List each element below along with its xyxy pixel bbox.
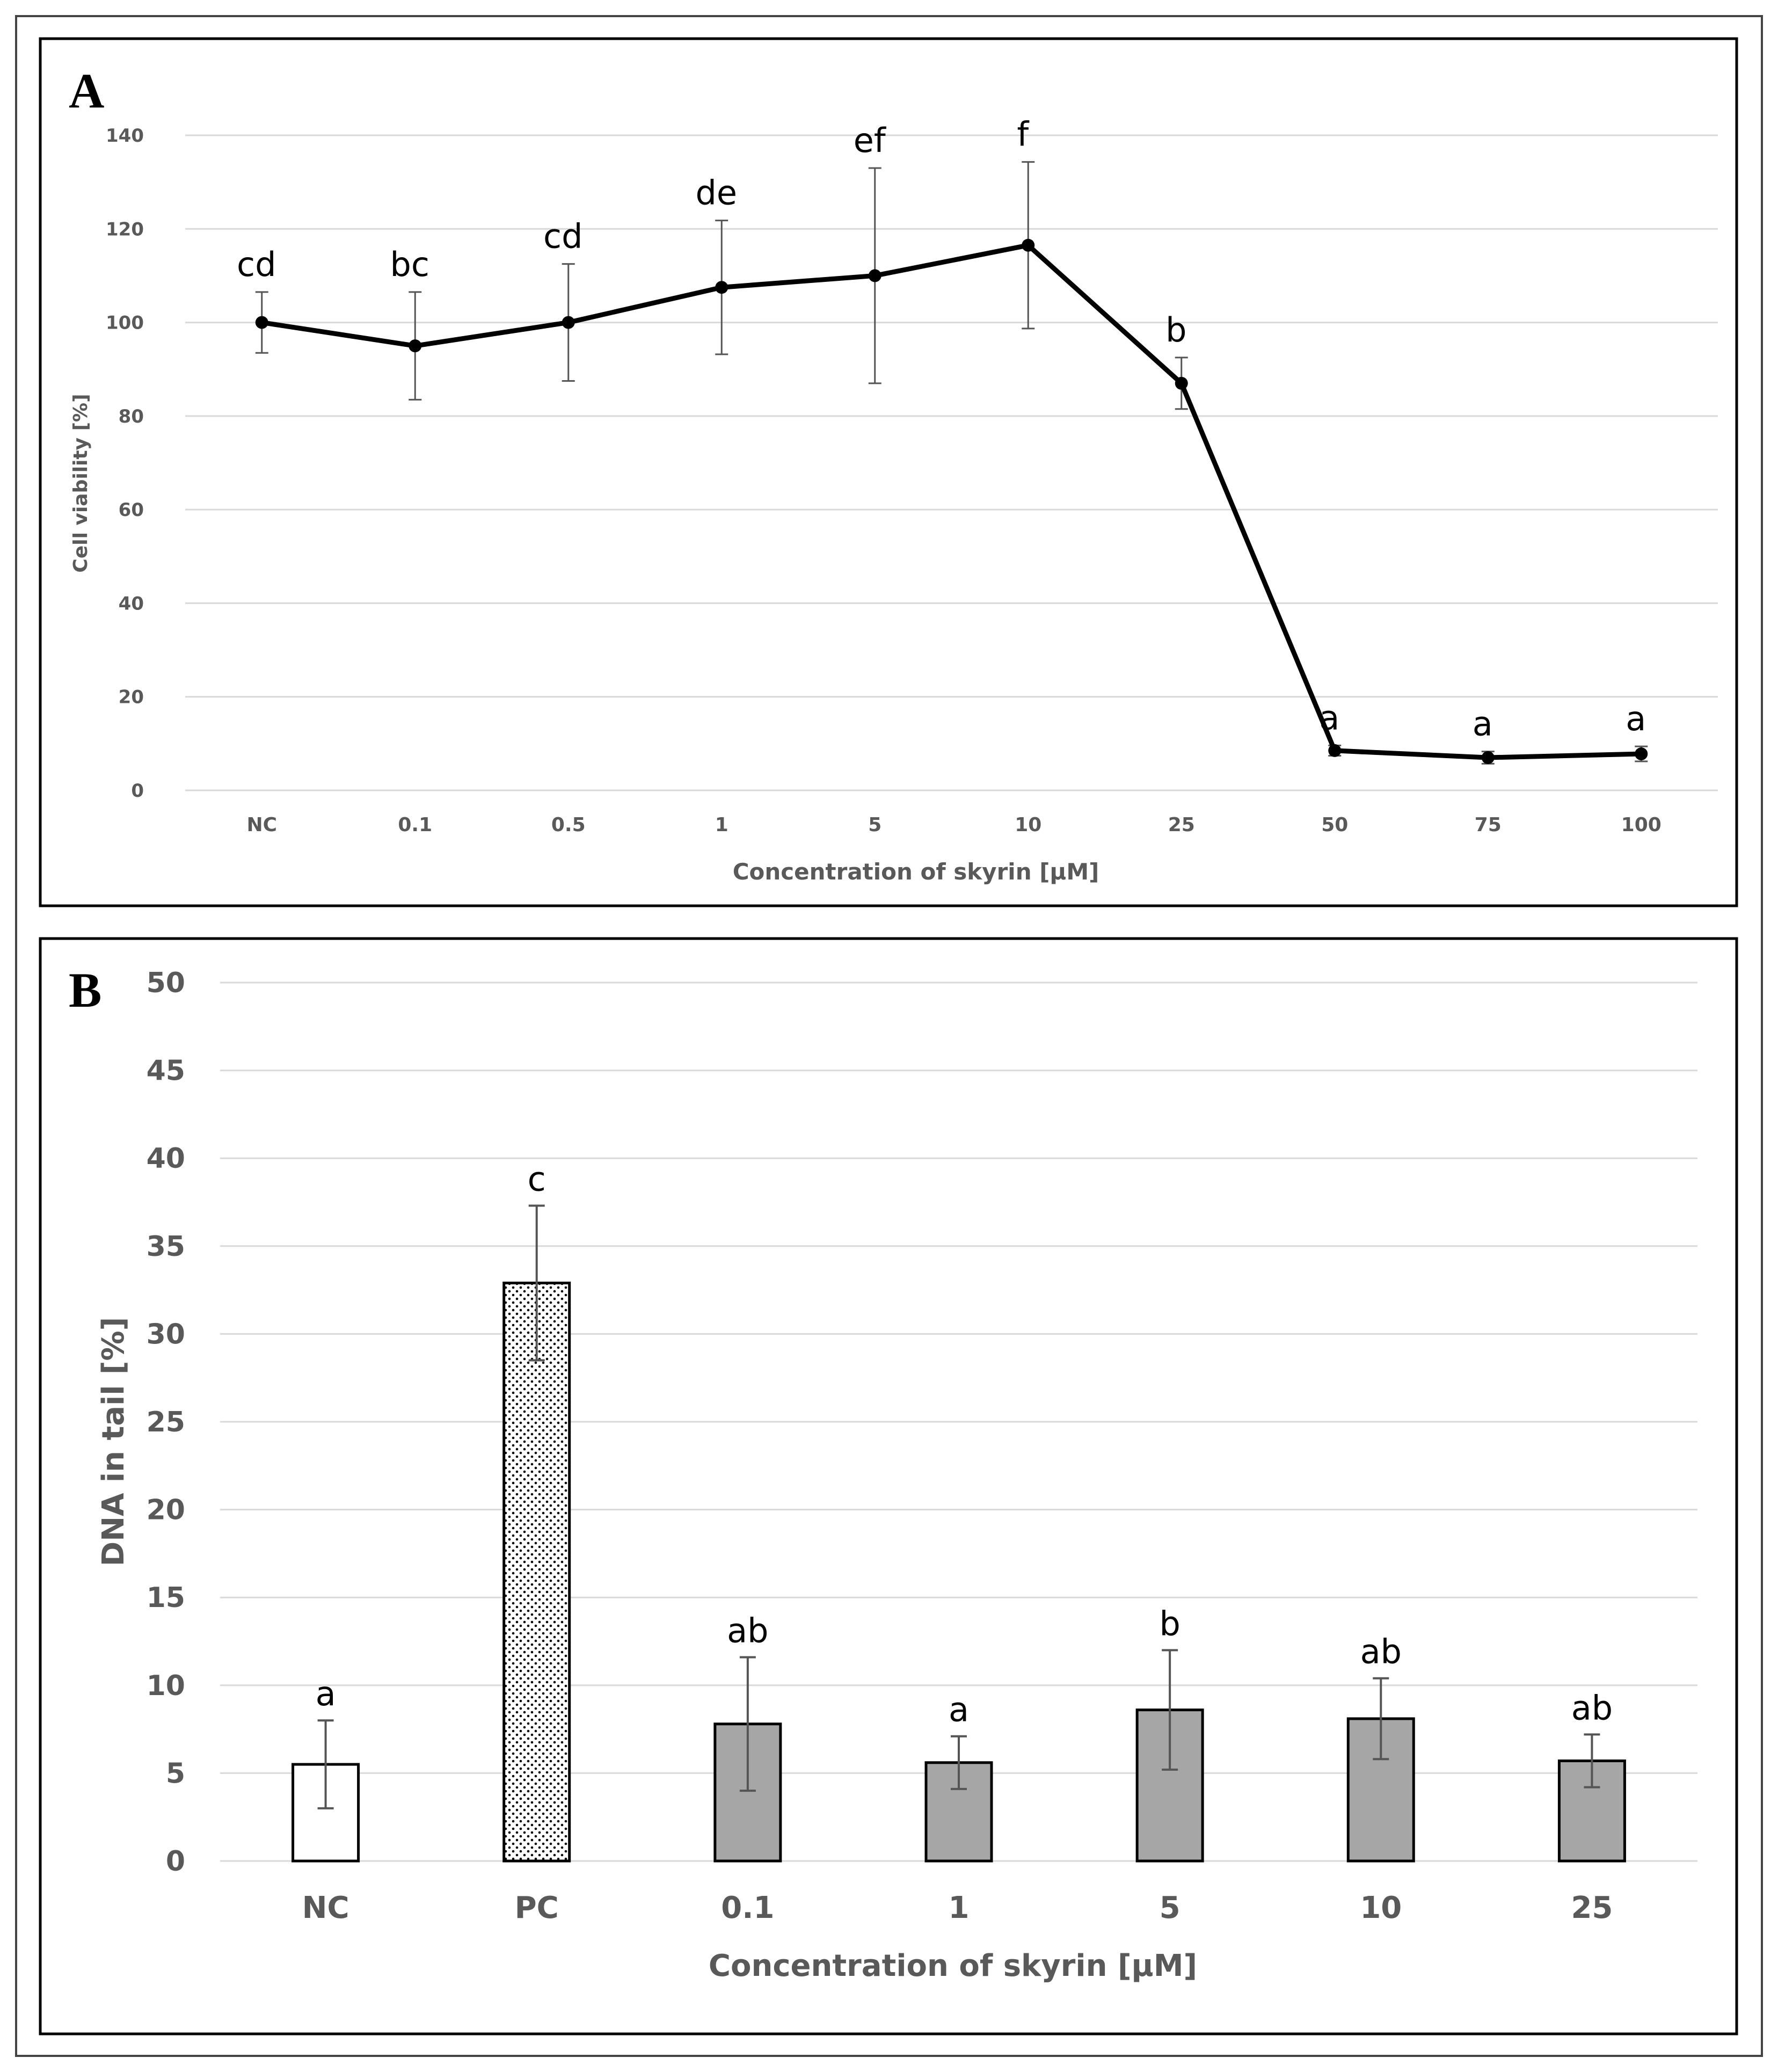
panel-a-x-tick-label: 100 [1621, 814, 1662, 836]
panel-b-y-tick-label: 40 [147, 1143, 185, 1175]
panel-a-gridlines [185, 134, 1718, 791]
panel-a: A 0 20 40 60 80 100 120 140 NC 0.1 0.5 1 5 10 25 50 75 1… [39, 37, 1738, 907]
panel-a-significance-letter: ef [854, 121, 887, 160]
panel-b-x-axis-label: Concentration of skyrin [μM] [709, 1949, 1197, 1983]
panel-a-x-tick-label: 25 [1168, 814, 1195, 836]
panel-b-y-tick-label: 25 [147, 1406, 185, 1438]
panel-b-y-axis-label: DNA in tail [%] [96, 1317, 131, 1567]
panel-a-x-tick-label: 0.5 [551, 814, 586, 836]
panel-b-x-tick-label: 25 [1571, 1891, 1613, 1925]
panel-b-error-bar [1584, 1733, 1600, 1789]
panel-a-significance-letter: f [1017, 115, 1030, 154]
panel-b-x-tick-label: 1 [949, 1891, 970, 1925]
panel-a-significance-letter: cd [543, 217, 582, 256]
panel-a-series-line [261, 243, 1642, 760]
panel-a-x-tick-label: 50 [1321, 814, 1348, 836]
panel-a-data-point [409, 339, 422, 353]
panel-b-bars [292, 1282, 1626, 1863]
panel-a-y-tick-labels: 0 20 40 60 80 100 120 140 [106, 125, 144, 802]
panel-a-significance-letter: a [1626, 699, 1646, 738]
panel-a-y-tick-label: 100 [106, 312, 144, 334]
panel-a-y-tick-label: 120 [106, 219, 144, 240]
panel-b-x-tick-label: 5 [1160, 1891, 1181, 1925]
panel-a-data-points [255, 238, 1648, 764]
panel-a-error-bars [255, 161, 1648, 765]
panel-a-x-tick-label: 1 [715, 814, 728, 836]
panel-b-y-tick-label: 50 [147, 967, 185, 999]
panel-a-x-tick-label: 5 [868, 814, 881, 836]
panel-a-data-point [1328, 744, 1342, 757]
panel-b-significance-letter: a [316, 1674, 336, 1713]
panel-a-significance-letter: bc [390, 245, 429, 284]
panel-b-y-tick-label: 20 [147, 1494, 185, 1526]
panel-a-y-tick-label: 0 [131, 780, 144, 802]
panel-b-x-tick-label: PC [515, 1891, 559, 1925]
panel-a-x-tick-label: 0.1 [398, 814, 432, 836]
panel-b-significance-letter: ab [1571, 1688, 1613, 1727]
panel-b-significance-letter: ab [1360, 1632, 1402, 1671]
panel-b-error-bar [317, 1719, 334, 1809]
panel-b-significance-letter: b [1159, 1604, 1180, 1643]
panel-b-x-tick-label: 10 [1360, 1891, 1402, 1925]
panel-a-y-axis-label: Cell viability [%] [70, 394, 92, 572]
panel-b-x-tick-label: NC [302, 1891, 349, 1925]
panel-b-error-bar [1162, 1649, 1178, 1771]
panel-a-x-tick-label: 10 [1015, 814, 1041, 836]
panel-b-significance-letter: ab [727, 1611, 768, 1650]
panel-b-error-bar [1373, 1677, 1389, 1761]
panel-b-y-tick-label: 5 [166, 1757, 185, 1790]
panel-b-y-tick-label: 45 [147, 1055, 185, 1087]
panel-a-data-point [1635, 747, 1648, 761]
panel-b-error-bars [317, 1204, 1600, 1809]
panel-b-x-tick-labels: NC PC 0.1 1 5 10 25 [302, 1891, 1613, 1925]
panel-b-y-tick-label: 0 [166, 1845, 185, 1878]
panel-a-data-point [715, 281, 728, 294]
panel-b-error-bar [528, 1204, 545, 1362]
panel-a-significance-letter: b [1165, 310, 1186, 350]
panel-b-border [39, 937, 1738, 2035]
panel-a-y-tick-label: 140 [106, 125, 144, 147]
panel-b-x-tick-label: 0.1 [721, 1891, 774, 1925]
panel-b-y-tick-label: 35 [147, 1231, 185, 1263]
panel-b-significance-letter: c [528, 1160, 546, 1199]
panel-b-y-tick-labels: 0 5 10 15 20 25 30 35 40 45 50 [147, 967, 185, 1878]
panel-a-data-point [562, 316, 575, 329]
panel-a-y-tick-label: 80 [119, 406, 144, 427]
panel-a-y-tick-label: 60 [119, 499, 144, 521]
panel-b-label: B [69, 963, 101, 1017]
panel-a-significance-letters: cd bc cd de ef f b a a a [237, 115, 1646, 744]
panel-a-significance-letter: a [1473, 704, 1493, 744]
panel-a-significance-letter: cd [237, 245, 276, 284]
panel-a-data-point [255, 316, 268, 329]
panel-a-significance-letter: de [696, 173, 738, 213]
panel-b-error-bar [951, 1735, 967, 1790]
panel-b-y-tick-label: 15 [147, 1582, 185, 1614]
panel-a-y-tick-label: 20 [119, 687, 144, 708]
panel-a-data-point [1022, 238, 1035, 252]
panel-a-x-tick-labels: NC 0.1 0.5 1 5 10 25 50 75 100 [246, 814, 1661, 836]
panel-a-label: A [69, 63, 104, 118]
panel-b-error-bar [739, 1656, 756, 1792]
figure-outer-border [15, 15, 1763, 2057]
panel-a-x-tick-label: NC [246, 814, 277, 836]
panel-b-y-tick-label: 30 [147, 1318, 185, 1350]
panel-a-data-point [868, 269, 881, 282]
panel-a-x-axis-label: Concentration of skyrin [μM] [733, 859, 1099, 885]
panel-a-x-tick-label: 75 [1475, 814, 1502, 836]
panel-a-significance-letter: a [1319, 698, 1339, 737]
panel-a-data-point [1481, 751, 1495, 764]
panel-a-border [39, 37, 1738, 907]
panel-b-significance-letter: a [949, 1690, 969, 1729]
panel-b-y-tick-label: 10 [147, 1670, 185, 1702]
panel-a-data-point [1175, 376, 1188, 390]
panel-a-y-tick-label: 40 [119, 593, 144, 614]
panel-b-bar [502, 1282, 571, 1863]
